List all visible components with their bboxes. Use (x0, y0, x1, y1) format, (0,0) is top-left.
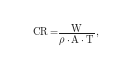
Text: $\mathrm{CR} = \dfrac{\mathrm{W}}{\rho \cdot \mathrm{A} \cdot \mathrm{T}}\,,$: $\mathrm{CR} = \dfrac{\mathrm{W}}{\rho \… (32, 23, 100, 47)
